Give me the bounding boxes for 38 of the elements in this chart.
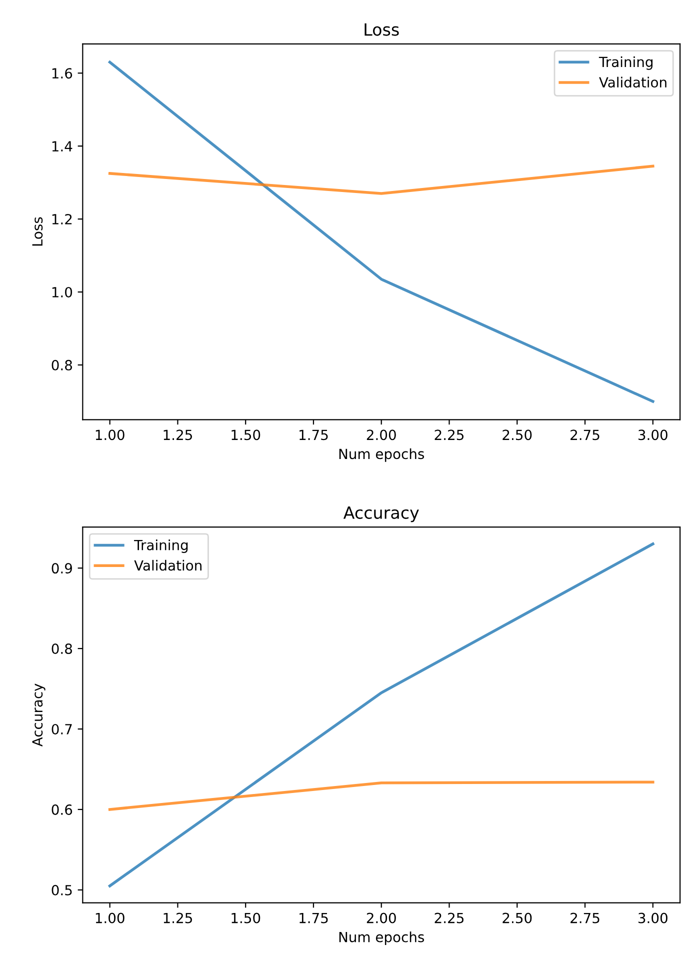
x-tick-label: 1.50 [232, 430, 260, 440]
chart-title: Accuracy [343, 506, 419, 522]
x-tick-label: 1.00 [96, 430, 124, 440]
y-tick-label: 0.7 [52, 724, 72, 734]
x-axis-title: Num epochs [339, 932, 424, 945]
x-tick-label: 1.00 [96, 912, 124, 924]
legend-label: Training [134, 540, 188, 553]
y-axis-title: Accuracy [32, 684, 46, 747]
x-tick-label: 1.75 [300, 430, 328, 440]
y-tick-label: 1.0 [52, 286, 72, 298]
x-tick-label: 3.00 [638, 430, 668, 440]
x-tick-label: 2.50 [502, 912, 532, 924]
x-tick-label: 1.75 [300, 912, 328, 924]
y-tick-label: 0.5 [52, 884, 72, 896]
y-tick-label: 1.2 [52, 214, 72, 224]
y-tick-label: 0.8 [52, 360, 72, 370]
x-tick-label: 2.75 [570, 912, 600, 924]
y-tick-label: 1.4 [52, 141, 72, 152]
y-axis-title: Loss [32, 217, 43, 246]
chart-title: Loss [364, 23, 399, 36]
x-tick-label: 3.00 [638, 912, 668, 924]
x-tick-label: 2.75 [570, 430, 600, 440]
x-tick-label: 2.00 [366, 912, 396, 924]
x-tick-label: 2.00 [366, 430, 396, 440]
x-tick-label: 2.25 [434, 912, 464, 924]
y-tick-label: 0.8 [52, 644, 72, 654]
x-tick-label: 1.50 [232, 912, 260, 924]
legend-label: Training [598, 56, 652, 70]
y-tick-label: 0.6 [52, 804, 72, 815]
legend-label: Validation [599, 76, 666, 88]
x-axis-title: Num epochs [339, 448, 424, 462]
x-tick-label: 2.50 [502, 430, 532, 440]
x-tick-label: 1.25 [164, 430, 192, 440]
legend-label: Validation [134, 560, 202, 571]
y-tick-label: 0.9 [52, 563, 72, 574]
x-tick-label: 1.25 [164, 912, 192, 924]
x-tick-label: 2.25 [434, 430, 464, 440]
y-tick-label: 1.6 [52, 68, 72, 79]
